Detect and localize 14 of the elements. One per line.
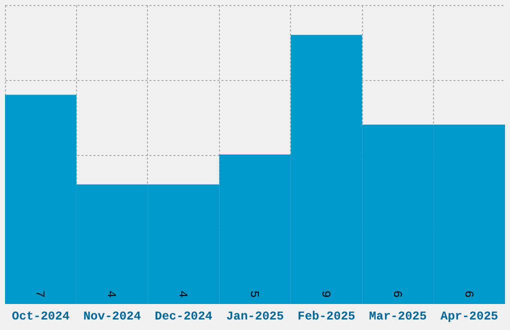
x-tick-label: Feb-2025: [298, 310, 356, 324]
x-tick-label: Mar-2025: [369, 310, 427, 324]
x-tick-label: Jan-2025: [226, 310, 284, 324]
x-tick-label: Oct-2024: [12, 310, 70, 324]
data-label: 9: [318, 290, 332, 298]
data-label: 4: [176, 290, 190, 298]
data-label: 5: [247, 290, 261, 298]
data-label: 6: [461, 290, 476, 298]
x-tick-label: Apr-2025: [440, 310, 498, 324]
x-tick-label: Dec-2024: [154, 310, 212, 324]
data-label: 7: [32, 290, 47, 298]
data-label: 4: [104, 290, 118, 298]
x-tick-label: Nov-2024: [83, 310, 141, 324]
data-label: 6: [390, 290, 404, 298]
